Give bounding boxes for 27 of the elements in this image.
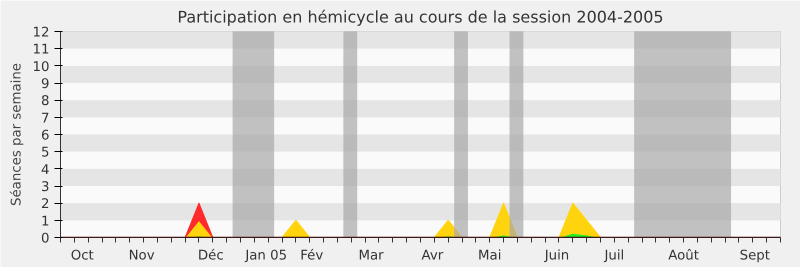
y-tick-label: 9 — [41, 77, 50, 92]
y-tick-label: 12 — [32, 26, 50, 40]
y-tick-label: 3 — [41, 180, 50, 195]
y-tick-label: 11 — [32, 42, 50, 58]
y-tick-label: 2 — [41, 197, 50, 212]
y-tick-label: 1 — [41, 214, 50, 230]
x-tick-label: Oct — [70, 248, 94, 264]
y-tick-label: 0 — [41, 232, 50, 246]
x-tick-label: Déc — [198, 248, 224, 264]
y-tick-label: 6 — [41, 128, 50, 144]
x-tick-label: Sept — [740, 248, 770, 264]
y-tick-label: 10 — [32, 60, 50, 75]
x-tick-label: Nov — [128, 248, 155, 264]
x-tick-label: Jan 05 — [244, 248, 288, 264]
y-tick-label: 7 — [41, 111, 50, 126]
x-tick-label: Juil — [603, 248, 624, 264]
y-tick-label: 8 — [41, 94, 50, 110]
chart-title: Participation en hémicycle au cours de la session 2004-2005 — [177, 8, 664, 26]
y-axis-title: Séances par semaine — [10, 63, 25, 206]
x-tick-label: Mai — [478, 248, 502, 264]
x-tick-label: Mar — [358, 248, 384, 264]
x-tick-label: Avr — [422, 248, 444, 264]
x-tick-label: Juin — [544, 248, 570, 264]
x-tick-label: Fév — [300, 248, 324, 264]
y-tick-label: 4 — [41, 162, 50, 178]
y-tick-label: 5 — [41, 146, 50, 161]
x-tick-label: Août — [668, 248, 699, 264]
